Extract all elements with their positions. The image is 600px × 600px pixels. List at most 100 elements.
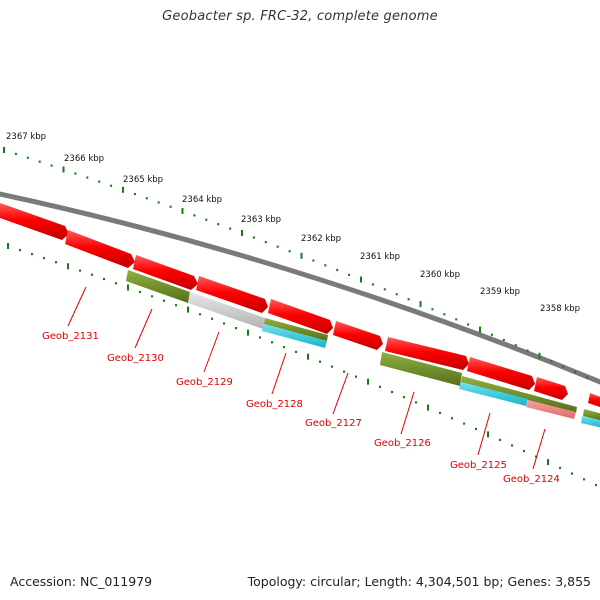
minor-tick — [103, 277, 105, 281]
minor-tick — [583, 478, 585, 481]
scale-label: 2358 kbp — [540, 304, 580, 314]
minor-tick — [511, 444, 513, 447]
cds-arrow — [196, 276, 268, 313]
cds-arrow — [588, 393, 600, 407]
scale-label: 2365 kbp — [123, 175, 163, 185]
minor-tick — [151, 295, 153, 298]
major-tick — [427, 404, 429, 411]
scale-label: 2366 kbp — [64, 154, 104, 164]
minor-tick — [74, 172, 77, 175]
minor-tick — [38, 160, 41, 163]
scale-label: 2363 kbp — [241, 215, 281, 225]
minor-tick — [355, 375, 357, 378]
gene-label: Geob_2125 — [450, 460, 507, 471]
minor-tick — [348, 273, 351, 276]
minor-tick — [19, 248, 21, 252]
minor-tick — [252, 236, 255, 239]
minor-tick — [110, 184, 113, 187]
minor-tick — [319, 360, 321, 363]
minor-tick — [145, 197, 148, 200]
outer-scale-ticks — [3, 147, 589, 379]
minor-tick — [14, 152, 17, 156]
minor-tick — [50, 164, 53, 167]
minor-tick — [451, 417, 453, 420]
minor-tick — [43, 257, 45, 260]
minor-tick — [169, 205, 172, 208]
major-tick — [67, 263, 69, 270]
gene-label: Geob_2129 — [176, 377, 233, 388]
leader-line — [477, 412, 491, 456]
major-tick — [419, 301, 422, 308]
major-tick — [300, 252, 303, 259]
major-tick — [307, 353, 309, 360]
minor-tick — [431, 308, 434, 311]
minor-tick — [571, 472, 573, 475]
gene-label: Geob_2126 — [374, 438, 431, 449]
minor-tick — [395, 293, 398, 296]
minor-tick — [163, 299, 165, 302]
minor-tick — [259, 336, 261, 339]
cds-arrow — [268, 299, 333, 334]
minor-tick — [514, 344, 517, 347]
minor-tick — [79, 269, 81, 272]
minor-tick — [271, 341, 273, 344]
major-tick — [367, 378, 369, 385]
cds-arrow — [534, 377, 568, 400]
minor-tick — [133, 192, 136, 196]
leader-line — [271, 352, 287, 395]
inner-scale-ticks — [7, 243, 597, 487]
minor-tick — [371, 283, 374, 286]
minor-tick — [383, 288, 386, 291]
major-tick — [487, 431, 489, 438]
minor-tick — [31, 252, 33, 256]
scale-label: 2364 kbp — [182, 195, 222, 205]
minor-tick — [523, 449, 525, 453]
scale-labels: 2367 kbp 2366 kbp 2365 kbp 2364 kbp 2363… — [6, 132, 580, 314]
cds-arrow — [65, 230, 135, 268]
major-tick — [547, 459, 549, 466]
minor-tick — [455, 318, 458, 321]
leader-line — [332, 372, 349, 415]
leader-line — [400, 391, 415, 435]
major-tick — [241, 229, 243, 236]
major-tick — [3, 147, 5, 153]
minor-tick — [283, 345, 285, 349]
minor-tick — [595, 483, 597, 487]
leader-line — [134, 308, 153, 349]
minor-tick — [223, 322, 225, 325]
minor-tick — [463, 422, 465, 425]
major-tick — [122, 186, 124, 193]
cds-block-cyan — [581, 416, 600, 428]
minor-tick — [324, 264, 327, 267]
minor-tick — [26, 156, 29, 159]
cds-arrow — [333, 321, 383, 350]
minor-tick — [295, 350, 297, 354]
minor-tick — [526, 349, 529, 352]
minor-tick — [499, 438, 501, 442]
accession-text: Accession: NC_011979 — [10, 574, 153, 589]
minor-tick — [415, 401, 417, 404]
gene-label: Geob_2127 — [305, 418, 362, 429]
scale-label: 2360 kbp — [420, 270, 460, 280]
minor-tick — [55, 261, 57, 264]
minor-tick — [535, 455, 537, 458]
minor-tick — [439, 411, 441, 415]
gene-label: Geob_2124 — [503, 474, 560, 485]
leader-line — [532, 428, 546, 470]
gene-label: Geob_2128 — [246, 399, 303, 410]
minor-tick — [562, 365, 565, 368]
minor-tick — [175, 304, 177, 307]
gene-labels: Geob_2131 Geob_2130 Geob_2129 Geob_2128 … — [42, 331, 560, 485]
minor-tick — [217, 223, 220, 226]
minor-tick — [586, 376, 589, 379]
minor-tick — [193, 214, 196, 217]
minor-tick — [502, 338, 505, 342]
reverse-feature-track — [126, 270, 600, 428]
gene-leader-lines — [67, 286, 546, 470]
minor-tick — [139, 290, 141, 294]
cds-block-olive — [380, 352, 462, 386]
page-title: Geobacter sp. FRC-32, complete genome — [162, 9, 438, 24]
major-tick — [187, 306, 189, 313]
cds-arrow — [133, 255, 198, 290]
minor-tick — [312, 259, 315, 262]
